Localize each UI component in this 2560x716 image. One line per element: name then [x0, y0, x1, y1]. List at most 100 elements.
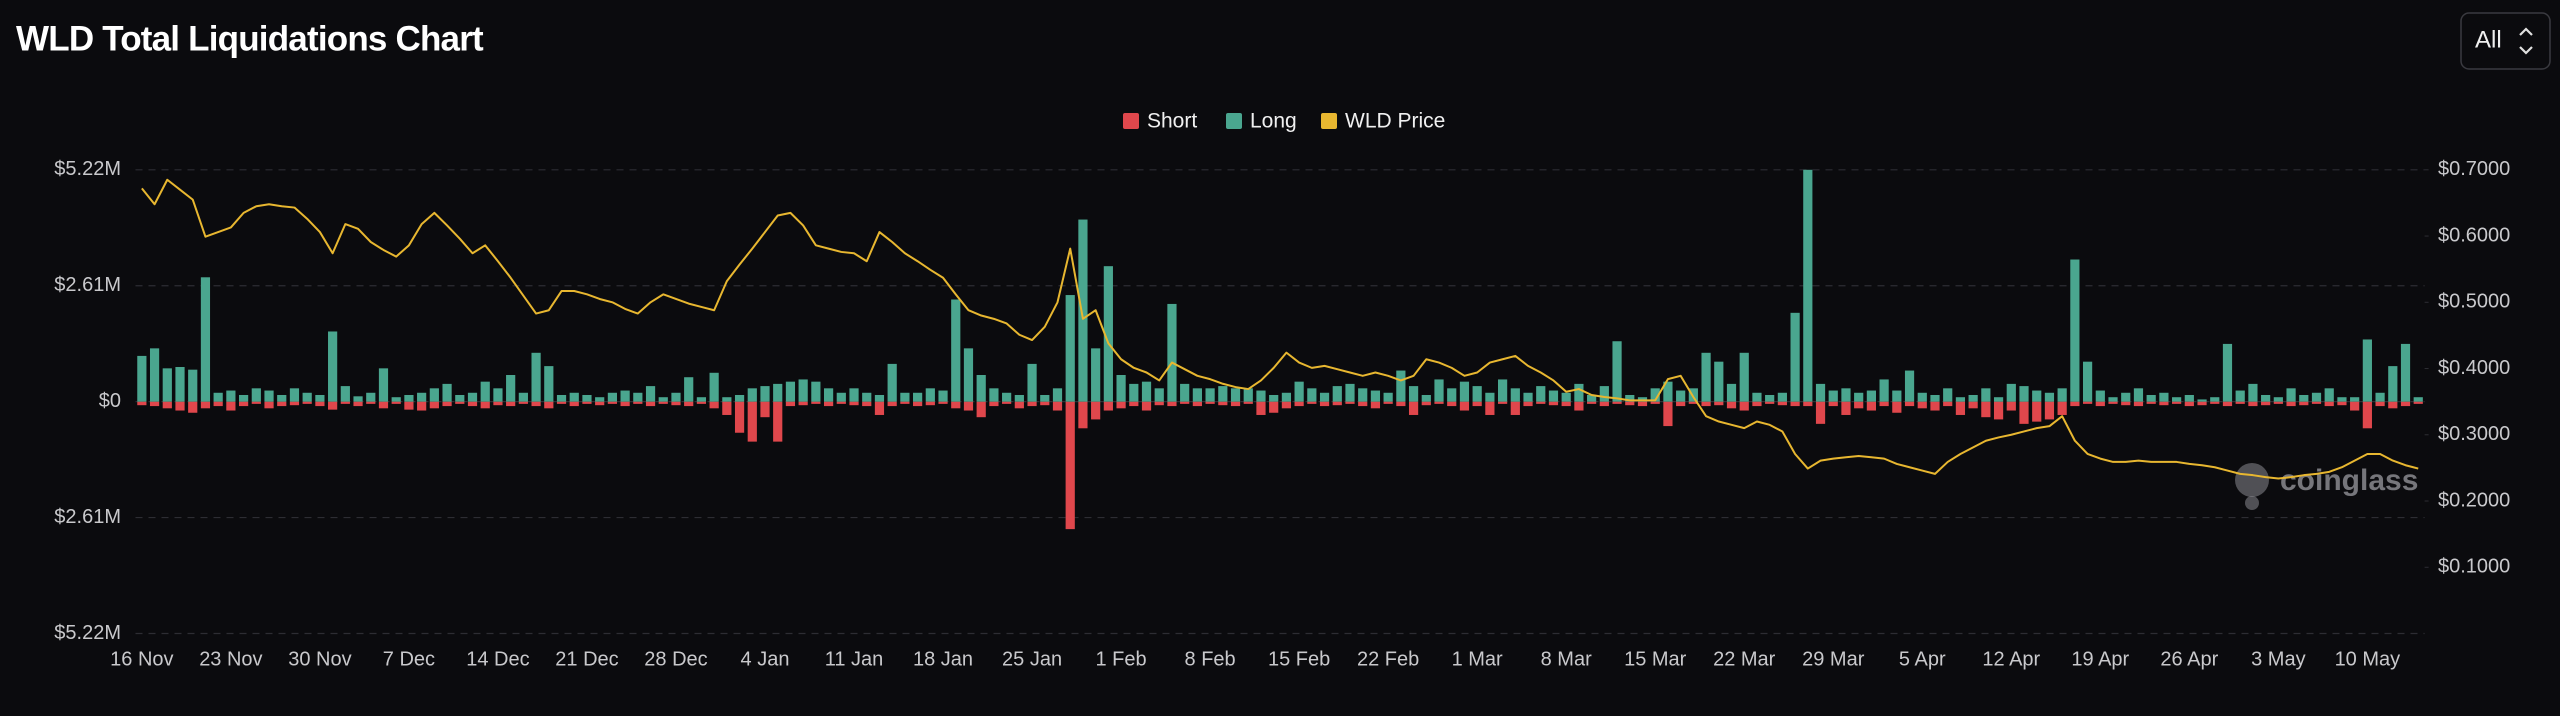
bar — [353, 396, 363, 402]
bar — [1396, 401, 1406, 407]
bar — [404, 394, 414, 402]
bar — [2197, 399, 2207, 402]
bar — [2337, 397, 2347, 402]
bar — [2057, 401, 2067, 415]
x-tick-label: 8 Mar — [1541, 648, 1592, 670]
x-tick-label: 15 Mar — [1624, 648, 1687, 670]
bar — [2032, 401, 2042, 422]
bar — [1396, 370, 1406, 402]
bar — [544, 366, 554, 402]
bar — [467, 401, 478, 407]
x-tick-label: 15 Feb — [1268, 648, 1330, 670]
bar — [1650, 401, 1660, 404]
bar — [2222, 343, 2233, 402]
range-select-box[interactable] — [2460, 12, 2551, 70]
range-select-label[interactable]: All — [2475, 26, 2502, 53]
bar — [1345, 383, 1355, 402]
bar — [378, 401, 389, 409]
bar — [2248, 401, 2258, 407]
bar — [1498, 401, 1508, 404]
lines — [141, 178, 2419, 480]
bar — [1841, 388, 1851, 402]
x-tick-label: 30 Nov — [288, 648, 351, 670]
x-tick-label: 25 Jan — [1002, 648, 1062, 670]
bar — [671, 401, 681, 406]
bar — [1612, 401, 1622, 404]
bar — [1803, 169, 1813, 402]
watermark-icon — [2245, 496, 2259, 510]
bar — [925, 401, 935, 406]
bar — [2133, 401, 2144, 407]
bar — [1828, 401, 1838, 407]
bar — [862, 392, 872, 402]
bar — [328, 331, 338, 402]
bar — [137, 401, 147, 406]
bar — [1790, 401, 1800, 407]
bar — [760, 401, 770, 418]
bar — [1141, 401, 1152, 411]
bar — [785, 381, 796, 402]
bar — [1269, 401, 1279, 413]
legend: Short Long WLD Price — [1123, 110, 1445, 133]
bar — [1434, 401, 1444, 404]
bar — [2324, 388, 2334, 402]
bar — [2375, 401, 2385, 407]
bar — [1319, 392, 1330, 402]
y2-tick-label: $0.5000 — [2438, 291, 2510, 313]
bar — [1536, 401, 1546, 404]
bar — [1167, 401, 1177, 407]
bar — [2324, 401, 2334, 407]
bar — [747, 401, 757, 442]
bar — [887, 401, 897, 407]
bar — [823, 401, 834, 407]
bar — [1930, 394, 1940, 402]
bar — [1625, 394, 1635, 402]
bar — [2082, 361, 2093, 402]
bar — [2273, 401, 2283, 404]
bar — [1230, 401, 1241, 407]
bar — [442, 401, 452, 407]
range-select[interactable]: All — [2460, 12, 2551, 70]
bar — [963, 348, 974, 402]
bar — [1930, 401, 1940, 411]
bar — [238, 394, 249, 402]
bar — [1408, 401, 1419, 415]
bar — [480, 381, 490, 402]
bar — [2159, 392, 2169, 402]
bar — [238, 401, 249, 407]
bar — [162, 368, 172, 402]
x-tick-label: 11 Jan — [825, 648, 884, 670]
bar — [378, 368, 389, 402]
bar — [620, 390, 630, 402]
bar — [874, 394, 885, 402]
bar — [1663, 401, 1673, 427]
bar — [2095, 401, 2105, 407]
bar — [1968, 401, 1978, 409]
bar — [1180, 383, 1190, 402]
bar — [569, 401, 579, 407]
bar — [1370, 401, 1381, 409]
bar — [989, 401, 999, 407]
bar — [1561, 401, 1571, 407]
bar — [1676, 390, 1686, 402]
bar — [1332, 386, 1342, 402]
bar — [518, 401, 528, 404]
bar — [2172, 401, 2182, 404]
x-tick-label: 1 Feb — [1096, 648, 1147, 670]
bar — [1904, 370, 1915, 402]
bar — [1917, 401, 1927, 409]
bar — [1739, 352, 1749, 402]
bar — [963, 401, 974, 411]
bar — [1701, 401, 1711, 407]
bar — [1205, 388, 1215, 402]
chevron-icon — [2519, 27, 2533, 55]
bar — [1434, 379, 1444, 402]
bar — [1599, 386, 1609, 402]
bar — [2400, 343, 2411, 402]
bar — [836, 401, 846, 404]
bar — [2070, 401, 2080, 407]
bar — [633, 401, 643, 404]
bar — [811, 401, 821, 404]
bar — [429, 388, 439, 402]
